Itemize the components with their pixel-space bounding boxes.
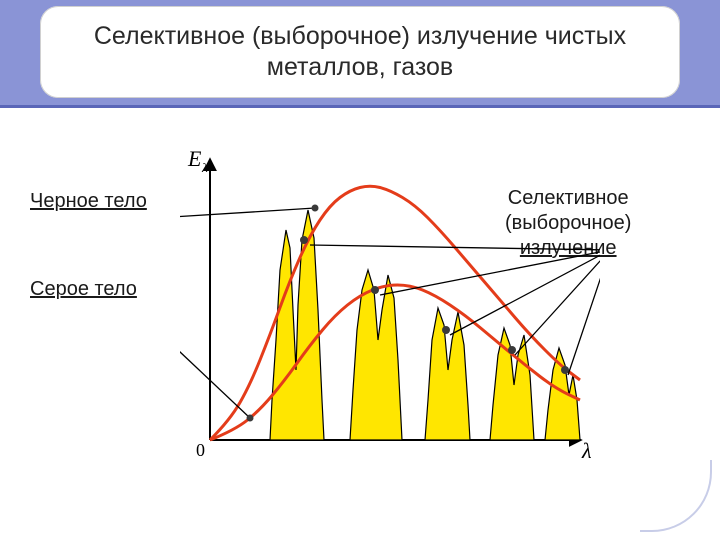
title-box: Селективное (выборочное) излучение чисты… bbox=[40, 6, 680, 98]
label-grey-body: Серое тело bbox=[30, 278, 137, 301]
chart: Eλ λ 0 bbox=[180, 140, 600, 480]
svg-text:λ: λ bbox=[201, 160, 208, 175]
corner-decoration bbox=[640, 460, 712, 532]
svg-text:E: E bbox=[187, 146, 202, 171]
svg-text:0: 0 bbox=[196, 440, 205, 460]
svg-text:λ: λ bbox=[581, 438, 592, 463]
label-black-body: Черное тело bbox=[30, 190, 147, 213]
content-area: Черное тело Серое тело Селективное (выбо… bbox=[0, 120, 720, 540]
slide-title: Селективное (выборочное) излучение чисты… bbox=[60, 21, 660, 84]
chart-svg: Eλ λ 0 bbox=[180, 140, 600, 480]
header-band: Селективное (выборочное) излучение чисты… bbox=[0, 0, 720, 108]
